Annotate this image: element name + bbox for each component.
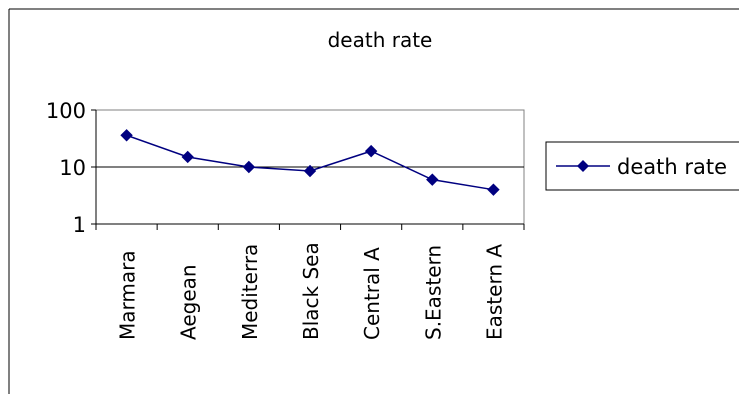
chart-title: death rate: [328, 28, 433, 52]
x-category-label-0: Marmara: [116, 250, 140, 340]
data-point-0-2: [242, 160, 256, 174]
data-point-0-3: [303, 164, 317, 178]
y-tick-label-1: 10: [59, 156, 86, 180]
x-category-label-6: Eastern A: [482, 244, 506, 340]
category-labels: Marmara Aegean Mediterra Black Sea Central A…: [116, 242, 507, 340]
x-axis: [95, 223, 525, 230]
x-category-label-2: Mediterra: [238, 244, 262, 340]
legend-entry-label: death rate: [617, 155, 727, 179]
data-point-0-1: [181, 150, 194, 164]
y-tick-label-0: 100: [46, 99, 86, 123]
data-point-0-0: [120, 129, 133, 142]
legend-diamond-marker: [577, 160, 589, 172]
series-group: [120, 129, 500, 196]
data-point-0-6: [487, 183, 500, 196]
x-category-label-5: S.Eastern: [421, 245, 445, 340]
legend: death rate: [545, 141, 739, 191]
y-axis: 100 10 1: [46, 99, 97, 237]
data-point-0-5: [426, 173, 439, 186]
x-category-label-1: Aegean: [177, 264, 201, 340]
y-tick-label-2: 1: [73, 213, 86, 237]
data-point-0-4: [364, 144, 378, 158]
x-category-label-3: Black Sea: [299, 242, 323, 340]
x-category-label-4: Central A: [360, 247, 384, 340]
